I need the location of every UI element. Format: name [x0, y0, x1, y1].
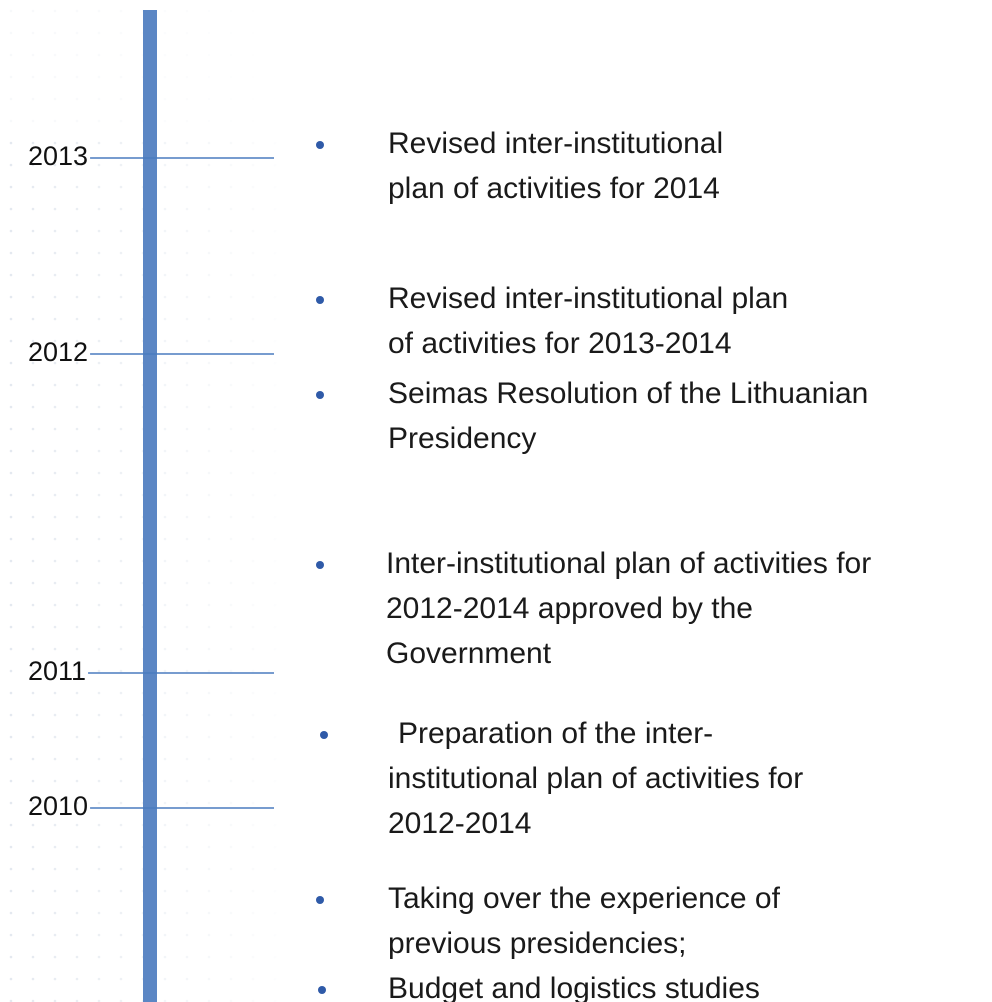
year-label: 2012	[28, 337, 88, 367]
item-text: of activities for 2013-2014	[388, 327, 732, 360]
item-text: Revised inter-institutional plan	[388, 282, 788, 315]
bullet	[316, 561, 324, 569]
timeline-axis	[143, 10, 157, 1002]
bullet	[316, 296, 324, 304]
bullet	[316, 391, 324, 399]
item-text: 2012-2014 approved by the	[386, 592, 753, 625]
item-text: Taking over the experience of	[388, 882, 781, 915]
year-label: 2011	[28, 656, 86, 686]
bullet	[316, 896, 324, 904]
background-top	[0, 0, 992, 130]
item-text: plan of activities for 2014	[388, 172, 720, 205]
item-text: Preparation of the inter-	[398, 717, 713, 750]
item-text: Budget and logistics studies	[388, 972, 760, 1002]
item-text: 2012-2014	[388, 807, 531, 840]
item-text: institutional plan of activities for	[388, 762, 803, 795]
bullet	[320, 731, 328, 739]
bullet	[316, 141, 324, 149]
item-text: Seimas Resolution of the Lithuanian	[388, 377, 868, 410]
item-text: previous presidencies;	[388, 927, 687, 960]
item-text: Government	[386, 637, 552, 670]
year-label: 2010	[28, 791, 88, 821]
year-label: 2013	[28, 141, 88, 171]
item-text: Revised inter-institutional	[388, 127, 723, 160]
item-text: Presidency	[388, 422, 536, 455]
item-text: Inter-institutional plan of activities f…	[386, 547, 871, 580]
bullet	[318, 986, 326, 994]
